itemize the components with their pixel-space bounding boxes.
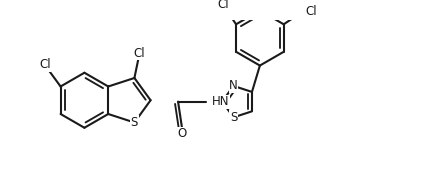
- Text: Cl: Cl: [306, 5, 317, 18]
- Text: Cl: Cl: [133, 46, 145, 60]
- Text: HN: HN: [212, 95, 230, 108]
- Text: S: S: [131, 116, 138, 129]
- Text: N: N: [229, 79, 238, 92]
- Text: S: S: [230, 111, 237, 124]
- Text: Cl: Cl: [218, 0, 229, 11]
- Text: Cl: Cl: [39, 58, 51, 71]
- Text: O: O: [178, 127, 187, 140]
